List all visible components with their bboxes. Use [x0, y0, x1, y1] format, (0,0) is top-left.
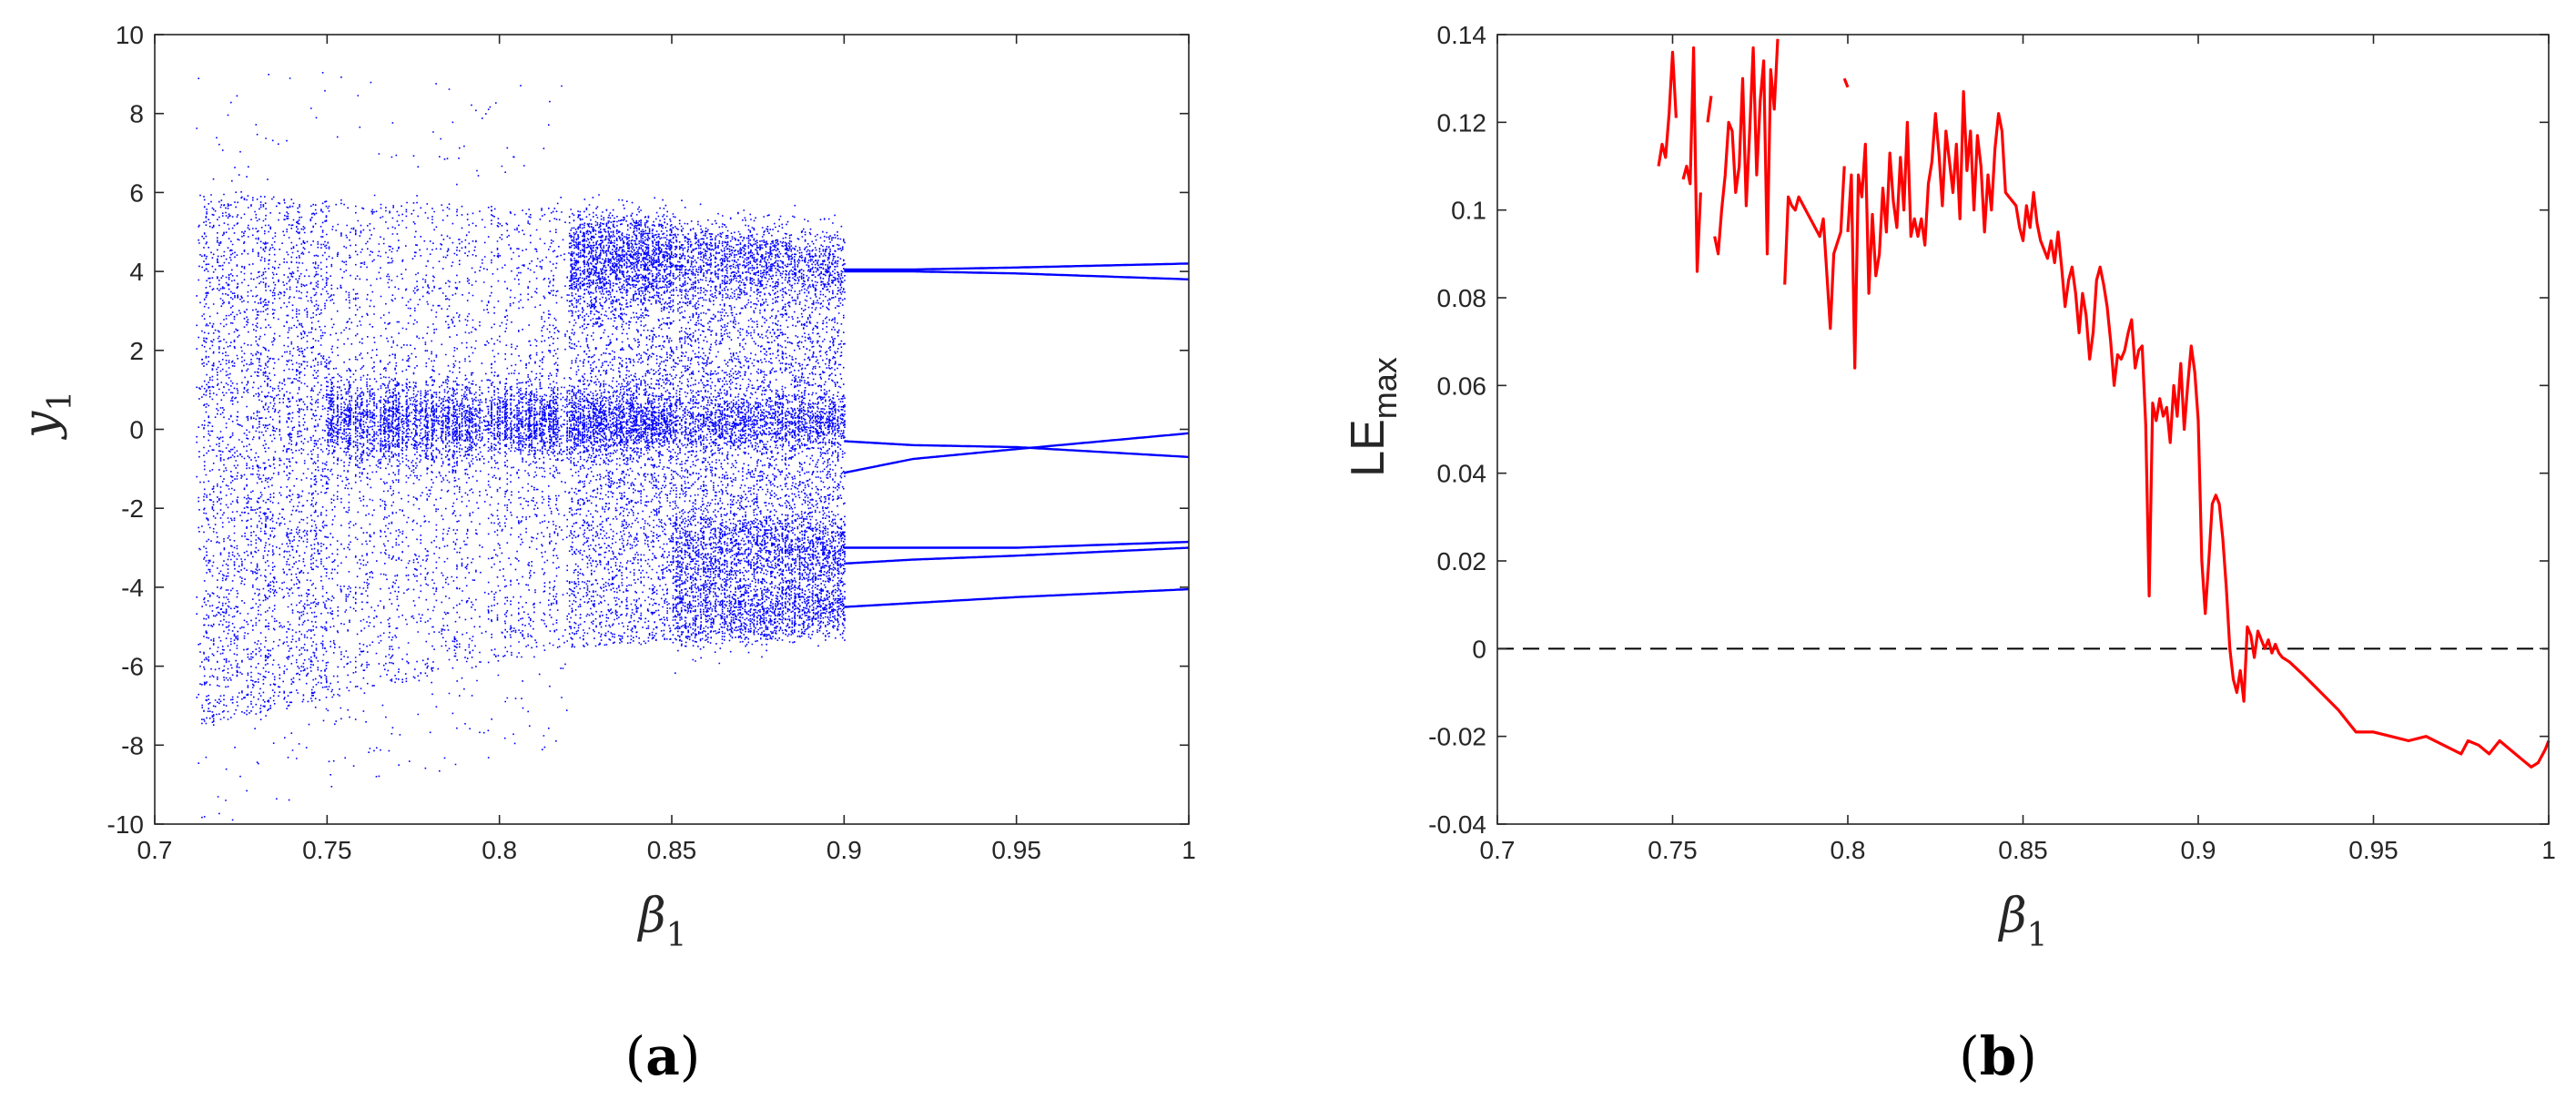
le-max-line-segment-7 [1846, 90, 2551, 769]
panel-a-x-tick-label: 0.9 [827, 836, 862, 864]
le-max-line-segment-5 [1783, 166, 1846, 331]
panel-b-x-tick-label: 0.85 [1998, 836, 2048, 864]
panel-b-y-tick-label: 0.06 [1437, 372, 1487, 400]
panel-b-series-lines [1657, 38, 2551, 769]
y-axis-label-main: y [14, 411, 68, 440]
periodic-branch-1 [844, 262, 1190, 271]
panel-a-x-tick-label: 0.85 [647, 836, 697, 864]
panel-a-x-tick-label: 0.75 [302, 836, 352, 864]
svg-text:LEmax: LEmax [1342, 357, 1404, 477]
panel-a-caption: (a) [625, 1025, 701, 1087]
panel-b-y-tick-label: 0 [1472, 635, 1486, 663]
periodic-branch-5 [844, 540, 1190, 549]
le-max-line-segment-3 [1706, 96, 1713, 123]
svg-text:y1: y1 [14, 391, 79, 440]
panel-a-y-axis-label: y1 [14, 391, 79, 440]
panel-a-scatter-points [196, 72, 1190, 821]
panel-b-caption: (b) [1959, 1025, 2037, 1087]
le-max-line-segment-6 [1842, 77, 1850, 88]
panel-a-y-tick-label: 6 [129, 178, 144, 207]
panel-b-y-tick-label: -0.02 [1428, 723, 1486, 751]
panel-a-y-tick-label: 2 [129, 337, 144, 365]
panel-a-caption-letter: a [645, 1025, 680, 1087]
panel-a-y-tick-label: -2 [121, 494, 144, 523]
y-axis-label-sub: max [1366, 357, 1404, 419]
panel-b-ticks: 0.7 0.75 0.8 0.85 0.9 0.95 1 -0.04 -0.02 0 0.02 0.0… [1428, 21, 2556, 864]
periodic-branch-2 [844, 270, 1190, 280]
panel-b-caption-letter: b [1980, 1025, 2017, 1087]
panel-b-y-tick-label: 0.1 [1451, 197, 1486, 225]
panel-a-y-tick-label: -10 [107, 810, 144, 839]
panel-a-x-tick-label: 0.95 [991, 836, 1041, 864]
panel-a-y-tick-label: 0 [129, 416, 144, 444]
svg-text:β1: β1 [1998, 889, 2048, 954]
panel-a-y-tick-label: 8 [129, 100, 144, 128]
panel-b-x-axis-label: β1 [1998, 889, 2048, 954]
panel-a-ticks: 0.7 0.75 0.8 0.85 0.9 0.95 1 -10 -8 -6 -4 -2 0 2 4 6 8 10 [107, 21, 1196, 864]
x-axis-label-main: β [1998, 889, 2027, 943]
panel-a-x-axis-label: β1 [637, 889, 687, 954]
panel-b-y-tick-label: 0.14 [1437, 21, 1487, 49]
y-axis-label-sub: 1 [42, 391, 79, 412]
panel-b-x-tick-label: 0.95 [2348, 836, 2399, 864]
x-axis-label-sub: 1 [666, 917, 687, 954]
le-max-line-segment-4 [1713, 38, 1780, 256]
panel-a-y-tick-label: -6 [121, 653, 144, 681]
panel-a-y-tick-label: -8 [121, 731, 144, 759]
x-axis-label-sub: 1 [2027, 917, 2048, 954]
panel-b-y-tick-label: -0.04 [1428, 810, 1486, 839]
periodic-branch-3 [844, 440, 1190, 458]
panel-b-lyapunov-exponent: 0.7 0.75 0.8 0.85 0.9 0.95 1 -0.04 -0.02 0 0.02 0.0… [1342, 21, 2556, 1087]
panel-a-y-tick-label: 4 [129, 258, 144, 286]
panel-a-y-tick-label: -4 [121, 574, 144, 602]
periodic-branch-6 [844, 546, 1190, 565]
x-axis-label-main: β [637, 889, 666, 943]
panel-a-bifurcation-diagram: 0.7 0.75 0.8 0.85 0.9 0.95 1-10-8-6-4-20246810… [14, 21, 1196, 1087]
svg-text:β1: β1 [637, 889, 687, 954]
panel-b-x-tick-label: 0.9 [2181, 836, 2216, 864]
panel-a-x-tick-label: 0.8 [482, 836, 517, 864]
panel-b-y-axis-label: LEmax [1342, 357, 1404, 477]
panel-b-x-tick-label: 0.75 [1648, 836, 1698, 864]
panel-b-y-tick-label: 0.08 [1437, 284, 1487, 312]
le-max-line-segment-2 [1681, 46, 1702, 273]
panel-b-x-tick-label: 0.7 [1480, 836, 1516, 864]
panel-b-y-tick-label: 0.04 [1437, 460, 1487, 488]
periodic-branch-4 [844, 432, 1190, 474]
panel-a-y-tick-label: 10 [116, 21, 144, 49]
panel-b-y-tick-label: 0.02 [1437, 547, 1487, 575]
y-axis-label-main: LE [1342, 419, 1394, 477]
panel-a-x-tick-label: 1 [1182, 836, 1196, 864]
panel-b-x-tick-label: 0.8 [1831, 836, 1866, 864]
panel-b-y-tick-label: 0.12 [1437, 108, 1487, 137]
panel-a-x-tick-label: 0.7 [137, 836, 173, 864]
periodic-branch-7 [844, 587, 1190, 608]
le-max-line-segment-1 [1657, 50, 1678, 167]
panel-b-x-tick-label: 1 [2541, 836, 2556, 864]
